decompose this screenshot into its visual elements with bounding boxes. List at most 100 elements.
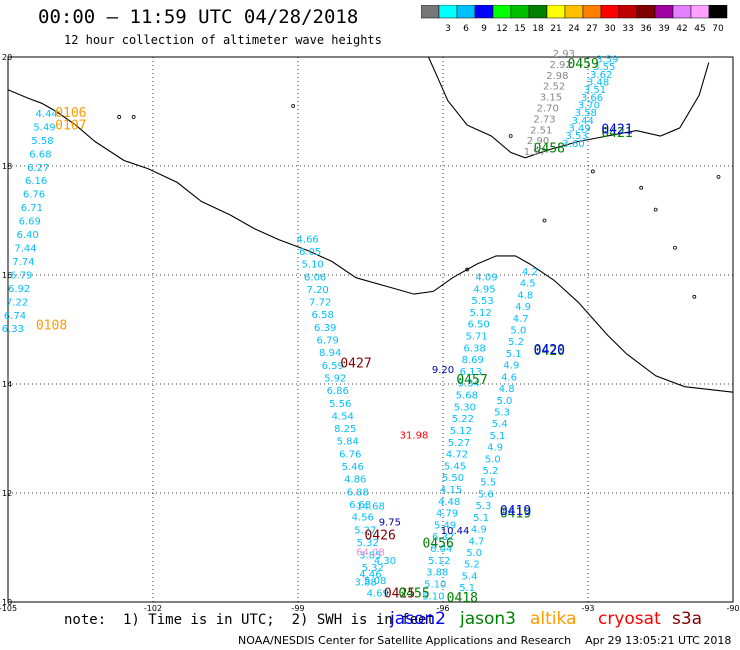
lat-tick-label: 16 bbox=[2, 271, 12, 280]
swh-value: 6.05 bbox=[299, 247, 321, 258]
swh-value: 3.51 bbox=[584, 85, 606, 96]
swh-value: 3.59 bbox=[596, 54, 618, 65]
swh-value: 5.49 bbox=[33, 122, 55, 133]
swh-value: 6.06 bbox=[304, 272, 326, 283]
swh-value: 1.97 bbox=[524, 147, 546, 158]
legend-altika: altika bbox=[530, 609, 577, 629]
swh-value: 3.60 bbox=[562, 139, 584, 150]
pass-time-label: 0456 bbox=[423, 537, 454, 552]
pass-time-label: 0455 bbox=[398, 587, 429, 602]
swh-value: 5.34 bbox=[458, 379, 480, 390]
swh-value: 4.15 bbox=[440, 485, 462, 496]
swh-value: 4.7 bbox=[469, 536, 485, 547]
pass-time-label: 0421 bbox=[601, 122, 632, 137]
swh-value: 6.76 bbox=[23, 190, 45, 201]
swh-value: 5.2 bbox=[508, 337, 524, 348]
lon-tick-label: -99 bbox=[291, 604, 304, 613]
swh-value: 6.69 bbox=[19, 217, 41, 228]
scale-swatch bbox=[456, 5, 476, 19]
swh-value: 7.72 bbox=[309, 298, 331, 309]
swh-value: 4.9 bbox=[515, 302, 531, 313]
swh-value: 5.58 bbox=[31, 136, 53, 147]
swh-value: 9.75 bbox=[379, 518, 401, 529]
pass-time-label: 0421 bbox=[601, 126, 632, 141]
swh-value: 4.7 bbox=[513, 314, 529, 325]
swh-value: 6.79 bbox=[317, 336, 339, 347]
swh-value: 5.53 bbox=[471, 296, 493, 307]
scale-swatch bbox=[708, 5, 728, 19]
scale-label: 70 bbox=[712, 24, 724, 34]
pass-time-label: 0419 bbox=[500, 504, 531, 519]
swh-value: 5.46 bbox=[342, 462, 364, 473]
legend-s3a: s3a bbox=[672, 609, 703, 629]
swh-value: 7.44 bbox=[14, 243, 36, 254]
swh-value: 5.1 bbox=[489, 431, 505, 442]
chart-title: 00:00 – 11:59 UTC 04/28/2018 bbox=[38, 6, 359, 28]
swh-value: 14.68 bbox=[356, 501, 385, 512]
swh-value: 6.33 bbox=[2, 324, 24, 335]
lat-tick-label: 10 bbox=[2, 598, 12, 607]
lake-outline bbox=[692, 294, 697, 299]
swh-value: 6.92 bbox=[8, 284, 30, 295]
swh-value: 5.6 bbox=[478, 489, 494, 500]
scale-label: 24 bbox=[568, 24, 580, 34]
pass-time-label: 0427 bbox=[340, 357, 371, 372]
lake-outline bbox=[131, 115, 136, 119]
swh-value: 6.86 bbox=[327, 386, 349, 397]
swh-value: 2.73 bbox=[533, 114, 555, 125]
swh-value: 5.10 bbox=[424, 579, 446, 590]
swh-value: 5.50 bbox=[442, 473, 464, 484]
swh-value: 5.27 bbox=[448, 438, 470, 449]
swh-value: 3.88 bbox=[426, 568, 448, 579]
lake-outline bbox=[716, 174, 721, 179]
swh-value: 5.2 bbox=[482, 466, 498, 477]
swh-value: 5.3 bbox=[494, 407, 510, 418]
swh-value: 6.88 bbox=[347, 487, 369, 498]
scale-label: 6 bbox=[463, 24, 469, 34]
swh-value: 4.9 bbox=[503, 361, 519, 372]
swh-value: 4.2 bbox=[522, 267, 538, 278]
legend-jason3: jason3 bbox=[460, 609, 516, 629]
scale-swatch bbox=[546, 5, 566, 19]
scale-swatch bbox=[618, 5, 638, 19]
swh-value: 5.30 bbox=[454, 402, 476, 413]
lake-outline bbox=[542, 218, 547, 223]
swh-value: 4.8 bbox=[517, 290, 533, 301]
swh-value: 9.20 bbox=[432, 365, 454, 376]
swh-value: 5.0 bbox=[510, 326, 526, 337]
lake-outline bbox=[639, 185, 644, 190]
chart-subtitle: 12 hour collection of altimeter wave hei… bbox=[64, 33, 382, 47]
lake-outline bbox=[673, 245, 677, 250]
swh-value: 6.39 bbox=[314, 323, 336, 334]
scale-swatch bbox=[564, 5, 584, 19]
swh-value: 2.92 bbox=[549, 60, 571, 71]
swh-value: 10.44 bbox=[441, 526, 470, 537]
swh-value: 4.6 bbox=[501, 372, 517, 383]
lake-outline bbox=[653, 207, 658, 212]
scale-label: 36 bbox=[640, 24, 652, 34]
swh-value: 4.44 bbox=[36, 109, 58, 120]
swh-value: 4.79 bbox=[436, 509, 458, 520]
lake-outline bbox=[465, 267, 470, 272]
lake-outline bbox=[117, 115, 122, 119]
swh-value: 5.0 bbox=[496, 396, 512, 407]
swh-value: 2.93 bbox=[553, 49, 575, 60]
swh-value: 4.30 bbox=[374, 556, 396, 567]
swh-value: 5.49 bbox=[434, 520, 456, 531]
swh-value: 6.79 bbox=[10, 270, 32, 281]
swh-value: 4.95 bbox=[473, 284, 495, 295]
swh-value: 3.66 bbox=[581, 93, 603, 104]
scale-label: 27 bbox=[586, 24, 597, 34]
pass-time-label: 0459 bbox=[568, 57, 599, 72]
map-frame bbox=[7, 56, 734, 603]
swh-value: 4.9 bbox=[487, 443, 503, 454]
swh-value: 4.8 bbox=[499, 384, 515, 395]
note-text: note: 1) Time is in UTC; 2) SWH is in fe… bbox=[64, 612, 435, 628]
swh-value: 6.74 bbox=[4, 311, 26, 322]
lat-tick-label: 12 bbox=[2, 489, 12, 498]
swh-value: 5.12 bbox=[469, 308, 491, 319]
swh-value: 7.22 bbox=[6, 297, 28, 308]
lake-outline bbox=[291, 104, 296, 108]
